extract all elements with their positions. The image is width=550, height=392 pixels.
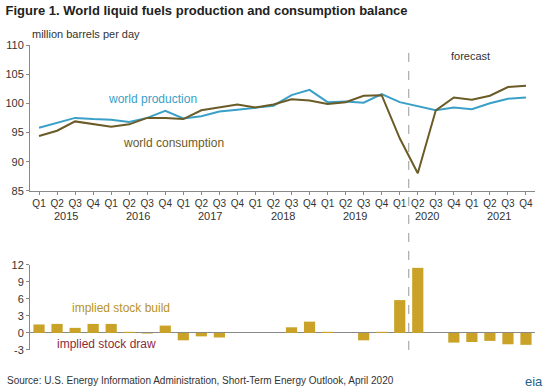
svg-text:Q2: Q2 bbox=[267, 198, 281, 209]
svg-text:eia: eia bbox=[525, 374, 543, 389]
svg-text:2017: 2017 bbox=[198, 210, 222, 222]
svg-text:2019: 2019 bbox=[343, 210, 367, 222]
svg-text:implied stock draw: implied stock draw bbox=[57, 337, 156, 351]
svg-text:Q4: Q4 bbox=[447, 198, 461, 209]
svg-text:Q3: Q3 bbox=[357, 198, 371, 209]
svg-text:forecast: forecast bbox=[451, 50, 490, 62]
svg-text:100: 100 bbox=[5, 97, 23, 109]
svg-text:Q3: Q3 bbox=[213, 198, 227, 209]
svg-text:Q2: Q2 bbox=[339, 198, 353, 209]
svg-text:Q3: Q3 bbox=[141, 198, 155, 209]
svg-text:world consumption: world consumption bbox=[123, 136, 224, 150]
svg-text:Q4: Q4 bbox=[375, 198, 389, 209]
svg-text:Q1: Q1 bbox=[177, 198, 191, 209]
svg-text:Q1: Q1 bbox=[465, 198, 479, 209]
svg-text:Q1: Q1 bbox=[249, 198, 263, 209]
svg-text:90: 90 bbox=[12, 156, 24, 168]
svg-text:Q1: Q1 bbox=[321, 198, 335, 209]
svg-text:Q3: Q3 bbox=[429, 198, 443, 209]
svg-text:Q4: Q4 bbox=[86, 198, 100, 209]
svg-text:2016: 2016 bbox=[126, 210, 150, 222]
svg-text:105: 105 bbox=[5, 68, 23, 80]
svg-text:million barrels per day: million barrels per day bbox=[32, 28, 140, 40]
svg-text:Figure 1. World liquid fuels p: Figure 1. World liquid fuels production … bbox=[6, 3, 408, 18]
svg-text:Q1: Q1 bbox=[32, 198, 46, 209]
svg-text:110: 110 bbox=[6, 39, 24, 51]
svg-text:3: 3 bbox=[18, 310, 24, 322]
svg-text:0: 0 bbox=[18, 327, 24, 339]
svg-text:2018: 2018 bbox=[271, 210, 295, 222]
svg-text:Q4: Q4 bbox=[303, 198, 317, 209]
svg-text:Q4: Q4 bbox=[159, 198, 173, 209]
svg-text:world production: world production bbox=[108, 92, 197, 106]
svg-text:Q4: Q4 bbox=[519, 198, 533, 209]
svg-text:Q3: Q3 bbox=[501, 198, 515, 209]
svg-text:Q3: Q3 bbox=[68, 198, 82, 209]
svg-text:Q2: Q2 bbox=[411, 198, 425, 209]
svg-text:Source: U.S. Energy Informatio: Source: U.S. Energy Information Administ… bbox=[7, 375, 394, 386]
svg-text:Q2: Q2 bbox=[50, 198, 64, 209]
svg-text:Q1: Q1 bbox=[393, 198, 407, 209]
svg-text:6: 6 bbox=[18, 293, 24, 305]
svg-text:Q2: Q2 bbox=[483, 198, 497, 209]
svg-text:implied stock build: implied stock build bbox=[72, 301, 170, 315]
svg-text:Q2: Q2 bbox=[195, 198, 209, 209]
svg-text:95: 95 bbox=[12, 126, 24, 138]
svg-text:Q4: Q4 bbox=[231, 198, 245, 209]
svg-text:2015: 2015 bbox=[54, 210, 78, 222]
svg-text:2021: 2021 bbox=[487, 210, 511, 222]
svg-text:12: 12 bbox=[12, 259, 24, 271]
svg-text:-3: -3 bbox=[14, 344, 24, 356]
svg-text:Q2: Q2 bbox=[123, 198, 137, 209]
svg-text:2020: 2020 bbox=[415, 210, 439, 222]
svg-text:Q1: Q1 bbox=[104, 198, 118, 209]
svg-text:Q3: Q3 bbox=[285, 198, 299, 209]
svg-text:85: 85 bbox=[12, 185, 24, 197]
svg-text:9: 9 bbox=[18, 276, 24, 288]
